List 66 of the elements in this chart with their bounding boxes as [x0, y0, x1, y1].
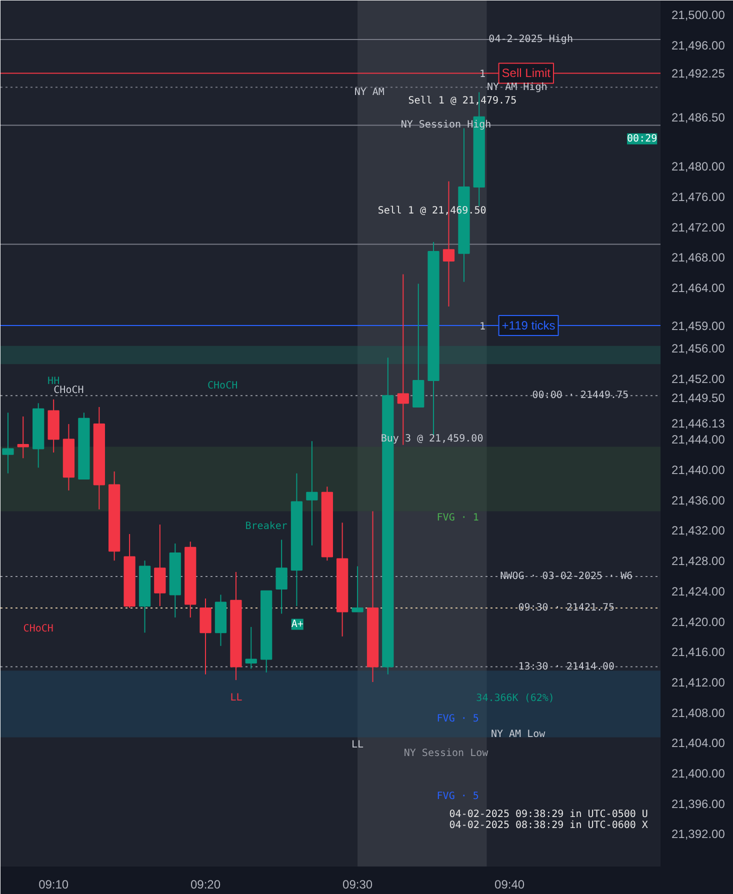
annotation: FVG · 5 [436, 714, 479, 725]
candlestick [17, 416, 29, 459]
annotation: 09:30 · 21421.75 [518, 602, 615, 614]
y-tick-label: 21,436.00 [672, 493, 726, 508]
y-tick-label: 21,424.00 [672, 584, 726, 598]
y-tick-label: 21,408.00 [672, 706, 726, 720]
annotation: FVG · 1 [436, 512, 479, 524]
y-tick-label: 21,468.00 [672, 250, 726, 265]
y-tick-label: 21,456.00 [672, 342, 726, 356]
annotation: 00:29 [627, 133, 658, 144]
y-tick-label: 21,480.00 [672, 160, 726, 174]
annotation: CHoCH [54, 385, 84, 396]
y-tick-label: 21,392.00 [672, 827, 726, 842]
annotation: 34.366K (62%) [476, 693, 554, 704]
candlestick [2, 412, 14, 474]
annotation: 13:30 · 21414.00 [518, 661, 615, 672]
y-tick-label: 21,486.50 [672, 110, 726, 124]
annotation: A+ [291, 618, 304, 630]
ref-line-label: +119 ticks [502, 318, 556, 332]
y-tick-label: 21,440.00 [672, 463, 726, 478]
y-tick-label: 21,459.00 [672, 318, 726, 333]
annotation: NY Session High [400, 120, 492, 131]
x-tick-label: 09:20 [190, 878, 221, 892]
ref-line-label: Sell Limit [502, 66, 552, 80]
y-tick-label: 21,449.50 [672, 391, 726, 406]
annotation: 04-02-2025 08:38:29 in UTC-0600 X [449, 820, 648, 831]
annotation: NY Session Low [404, 748, 490, 759]
x-tick-label: 09:10 [38, 878, 69, 892]
candlestick [352, 566, 364, 612]
annotation: FVG · 5 [436, 790, 479, 802]
y-tick-label: 21,428.00 [672, 554, 726, 568]
annotation: LL [352, 739, 364, 750]
candlestick [397, 274, 409, 446]
y-tick-label: 21,446.13 [672, 416, 726, 431]
candlestick [276, 539, 288, 614]
y-tick-label: 21,404.00 [672, 736, 726, 750]
y-tick-label: 21,432.00 [672, 524, 726, 538]
y-tick-label: 21,400.00 [672, 766, 726, 780]
annotation: 00:00 · 21449.75 [532, 390, 629, 402]
y-tick-label: 21,464.00 [672, 281, 726, 296]
y-tick-label: 21,396.00 [672, 796, 726, 811]
x-tick-label: 09:30 [342, 878, 373, 892]
y-tick-label: 21,500.00 [672, 8, 726, 22]
y-tick-label: 21,492.25 [672, 66, 726, 81]
y-tick-label: 21,412.00 [672, 675, 726, 690]
annotation: NWOG · 03-02-2025 · W6 [500, 571, 633, 582]
y-tick-label: 21,496.00 [672, 38, 726, 52]
annotation: 04-02-2025 09:38:29 in UTC-0500 U [449, 809, 648, 820]
annotation: NY AM [354, 87, 384, 98]
annotation: 04-2-2025 High [488, 34, 573, 45]
y-tick-label: 21,444.00 [672, 432, 726, 447]
candlestick [245, 626, 257, 670]
y-tick-label: 21,416.00 [672, 645, 726, 660]
y-tick-label: 21,476.00 [672, 190, 726, 204]
annotation: LL [230, 692, 242, 704]
x-tick-label: 09:40 [494, 878, 525, 892]
candlestick [306, 440, 318, 546]
annotation: CHoCH [208, 380, 238, 392]
annotation: NY AM High [487, 82, 548, 93]
annotation: Breaker [245, 520, 288, 532]
annotation: Buy 3 @ 21,459.00 [380, 434, 484, 445]
y-tick-label: 21,420.00 [672, 614, 726, 629]
y-tick-label: 21,472.00 [672, 220, 726, 234]
y-tick-label: 21,452.00 [672, 372, 726, 386]
annotation: NY AM Low [490, 728, 546, 740]
annotation: CHoCH [23, 623, 54, 634]
